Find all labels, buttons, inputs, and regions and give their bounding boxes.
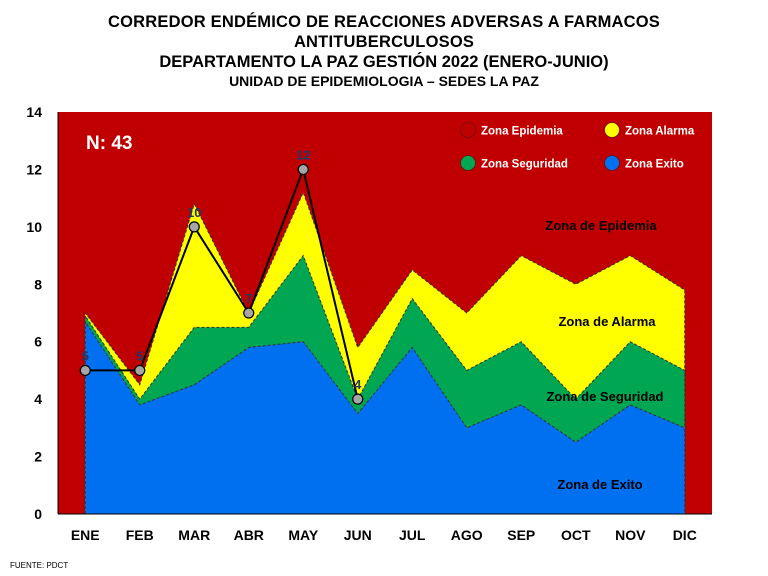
y-tick-label: 8 (34, 276, 42, 292)
x-tick-label: NOV (615, 527, 646, 543)
source-note: FUENTE: PDCT (10, 561, 69, 570)
y-tick-label: 12 (26, 161, 42, 177)
legend-marker-seguridad (460, 155, 476, 171)
series-point (134, 364, 146, 377)
y-tick-label: 4 (34, 391, 42, 407)
legend-label-seguridad: Zona Seguridad (481, 159, 568, 171)
x-tick-label: FEB (126, 527, 154, 543)
series-point (243, 307, 255, 319)
series-point (188, 221, 200, 233)
y-tick-label: 14 (26, 104, 42, 120)
x-tick-label: SEP (507, 527, 535, 543)
legend-label-epidemia: Zona Epidemia (481, 126, 563, 138)
legend-label-exito: Zona Exito (625, 159, 684, 171)
legend-label-alarma: Zona Alarma (625, 126, 695, 138)
y-tick-label: 0 (34, 506, 42, 522)
series-point (352, 393, 364, 405)
series-point (297, 163, 309, 176)
chart-titles: CORREDOR ENDÉMICO DE REACCIONES ADVERSAS… (0, 12, 768, 90)
x-tick-label: OCT (561, 527, 591, 543)
data-label: 10 (187, 205, 201, 220)
x-tick-label: JUN (344, 527, 372, 543)
x-tick-label: AGO (451, 527, 483, 543)
data-label: 7 (245, 291, 252, 306)
chart-title: CORREDOR ENDÉMICO DE REACCIONES ADVERSAS… (108, 13, 660, 51)
x-tick-label: MAY (288, 527, 318, 543)
data-label: 4 (354, 377, 362, 392)
chart-subtitle-2: UNIDAD DE EPIDEMIOLOGIA – SEDES LA PAZ (229, 73, 539, 89)
legend-marker-exito (604, 155, 620, 171)
series-point (79, 364, 91, 377)
x-tick-label: ENE (71, 527, 100, 543)
n-label: N: 43 (86, 133, 132, 154)
data-label: 12 (296, 147, 310, 162)
y-tick-label: 10 (26, 219, 42, 235)
zone-exito-area (84, 319, 686, 515)
x-tick-label: JUL (399, 527, 426, 543)
x-tick-label: MAR (178, 527, 210, 543)
zone-label-epidemia: Zona de Epidemia (545, 218, 657, 233)
data-label: 5 (82, 348, 89, 363)
chart-subtitle: DEPARTAMENTO LA PAZ GESTIÓN 2022 (ENERO-… (159, 53, 609, 71)
data-label: 5 (136, 348, 143, 363)
zone-label-alarma: Zona de Alarma (558, 314, 656, 329)
series-line (85, 166, 359, 400)
zone-label-exito: Zona de Exito (557, 477, 642, 492)
zone-label-seguridad: Zona de Seguridad (546, 389, 663, 404)
legend-marker-epidemia (460, 122, 476, 138)
x-tick-label: DIC (673, 527, 697, 543)
x-tick-label: ABR (234, 527, 264, 543)
legend-marker-alarma (604, 122, 620, 138)
y-tick-label: 2 (34, 449, 42, 465)
y-tick-label: 6 (34, 334, 42, 350)
